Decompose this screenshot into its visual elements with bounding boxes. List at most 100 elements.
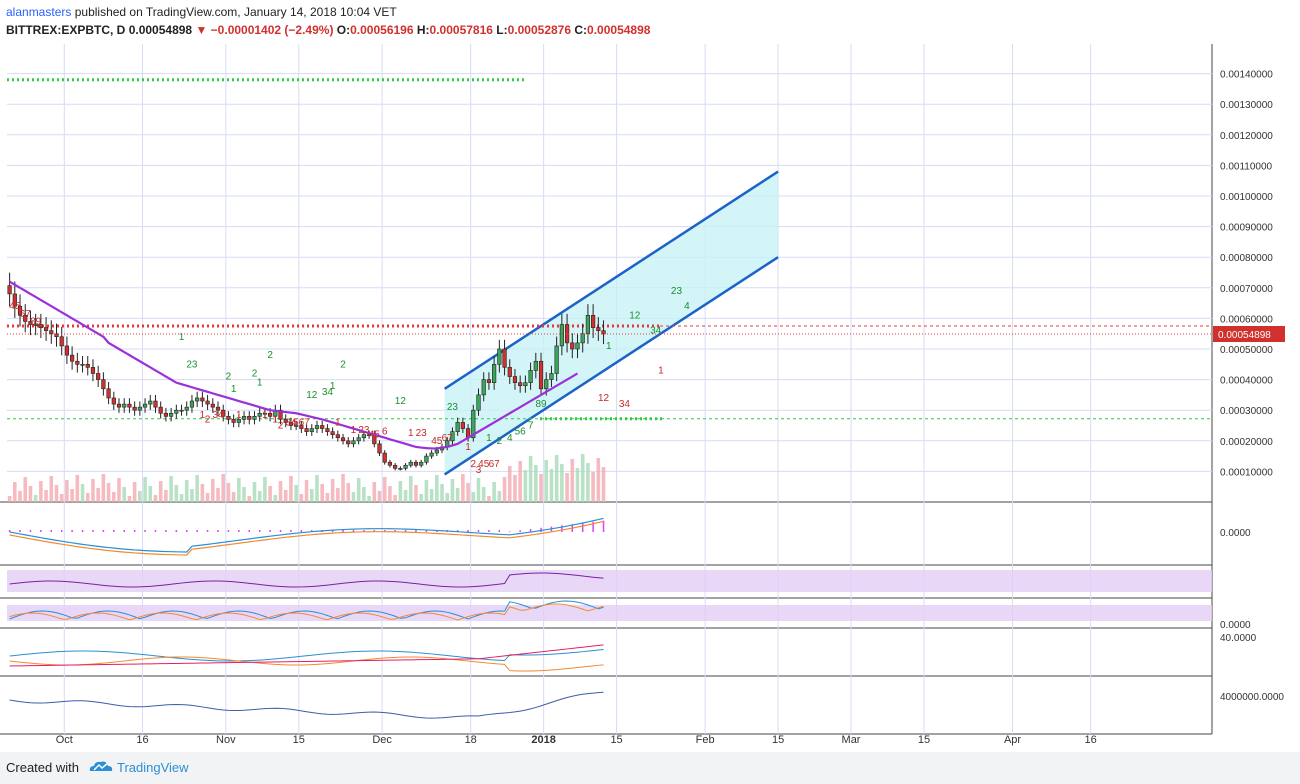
volume-bar xyxy=(273,495,278,502)
volume-bar xyxy=(44,490,48,502)
candle-body xyxy=(377,443,382,454)
volume-bar xyxy=(231,492,236,502)
td-sell-count-label: 23 xyxy=(358,425,370,436)
tradingview-brand-link[interactable]: TradingView xyxy=(117,760,189,775)
candle-body xyxy=(28,321,33,325)
candle-body xyxy=(346,440,351,445)
td-sell-count-label: 1 xyxy=(408,428,414,439)
volume-bar xyxy=(586,463,590,502)
volume-bar xyxy=(200,484,205,502)
volume-bar xyxy=(471,492,476,502)
volume-bar xyxy=(205,493,210,502)
candle-body xyxy=(559,324,564,347)
candle-body xyxy=(23,315,28,322)
volume-bar xyxy=(461,474,465,502)
chart-header: alanmasters published on TradingView.com… xyxy=(0,0,1300,44)
td-sell-count-label: 1 xyxy=(200,410,206,421)
volume-bar xyxy=(59,494,64,502)
candle-body xyxy=(492,363,497,383)
price-tick-label: 0.00030000 xyxy=(1220,406,1273,417)
td-buy-count-label: 1 xyxy=(606,341,612,352)
td-buy-count-label: 89 xyxy=(535,399,547,410)
volume-bar xyxy=(91,479,95,502)
td-sell-count-label: 1 xyxy=(262,410,268,421)
candle-body xyxy=(7,285,12,295)
volume-bar xyxy=(549,469,554,502)
price-tick-label: 0.00020000 xyxy=(1220,437,1273,448)
candle-body xyxy=(596,327,601,331)
volume-bar xyxy=(497,491,502,502)
td-sell-count-label: 23 xyxy=(416,428,428,439)
price-tick-label: 0.00060000 xyxy=(1220,314,1273,325)
candle-body xyxy=(366,434,372,436)
candle-body xyxy=(424,455,429,463)
volume-bar xyxy=(117,478,121,502)
candle-body xyxy=(221,409,226,417)
td-sell-count-label: 67 xyxy=(20,309,32,320)
volume-bar xyxy=(575,468,580,502)
price-tick-label: 0.00100000 xyxy=(1220,192,1273,203)
candle-body xyxy=(241,416,247,420)
volume-bar xyxy=(28,486,33,502)
price-tick-label: 0.00050000 xyxy=(1220,345,1273,356)
volume-bar xyxy=(367,496,371,502)
td-buy-count-label: 2 xyxy=(267,350,273,361)
volume-bar xyxy=(570,459,575,502)
time-tick-label: 15 xyxy=(772,734,784,746)
volume-bar xyxy=(39,481,43,502)
candle-body xyxy=(257,412,262,417)
candle-body xyxy=(179,409,184,412)
candle-body xyxy=(408,461,413,466)
volume-bar xyxy=(440,484,444,502)
author-link[interactable]: alanmasters xyxy=(6,5,72,19)
candle-body xyxy=(116,403,122,408)
td-sell-count-label: 3 xyxy=(476,465,482,476)
candle-body xyxy=(163,412,169,417)
td-buy-count-label: 23 xyxy=(186,359,198,370)
volume-bar xyxy=(325,493,330,502)
volume-bar xyxy=(362,487,366,502)
td-buy-count-label: 1 xyxy=(257,378,263,389)
td-sell-count-label: 1 xyxy=(236,410,242,421)
volume-bar xyxy=(528,456,533,502)
volume-bar xyxy=(330,479,335,502)
td-sell-count-label: 45 xyxy=(431,436,443,447)
volume-bar xyxy=(539,474,543,502)
candle-body xyxy=(403,464,408,469)
td-sell-count-label: 45 xyxy=(9,301,21,312)
volume-bar xyxy=(377,491,382,502)
volume-bar xyxy=(164,490,168,502)
candle-body xyxy=(476,394,481,411)
volume-bar xyxy=(554,455,559,502)
td-sell-count-label: 34 xyxy=(285,418,297,429)
volume-bar xyxy=(591,472,595,502)
candle-body xyxy=(80,363,85,366)
candle-body xyxy=(205,400,210,405)
price-chart[interactable]: 0.00140000 0.00130000 0.00120000 0.00110000… xyxy=(0,44,1300,752)
candle-body xyxy=(570,342,575,350)
candle-body xyxy=(17,305,23,316)
candle-body xyxy=(320,425,325,429)
candle-body xyxy=(85,363,90,368)
candle-body xyxy=(361,434,366,439)
plot-area xyxy=(7,44,1212,740)
volume-bar xyxy=(143,477,147,502)
td-buy-count-label: 2 xyxy=(252,369,258,380)
volume-bar xyxy=(341,474,345,502)
volume-bar xyxy=(221,474,226,502)
dmi-minus-line xyxy=(9,656,604,672)
candle-body xyxy=(262,412,267,415)
td-buy-count-label: 2 xyxy=(226,372,232,383)
candle-body xyxy=(601,330,606,335)
candle-body xyxy=(252,416,257,420)
symbol-label[interactable]: BITTREX:EXPBTC, D xyxy=(6,23,126,37)
candle-body xyxy=(591,315,596,328)
macd-signal-line xyxy=(9,520,604,556)
channel-fill xyxy=(444,171,779,475)
price-tick-label: 0.00080000 xyxy=(1220,253,1273,264)
volume-bar xyxy=(565,473,569,502)
volume-bar xyxy=(158,481,163,502)
volume-bar xyxy=(294,485,298,502)
moving-average-line xyxy=(9,280,579,450)
stoch-k-line xyxy=(9,600,604,620)
